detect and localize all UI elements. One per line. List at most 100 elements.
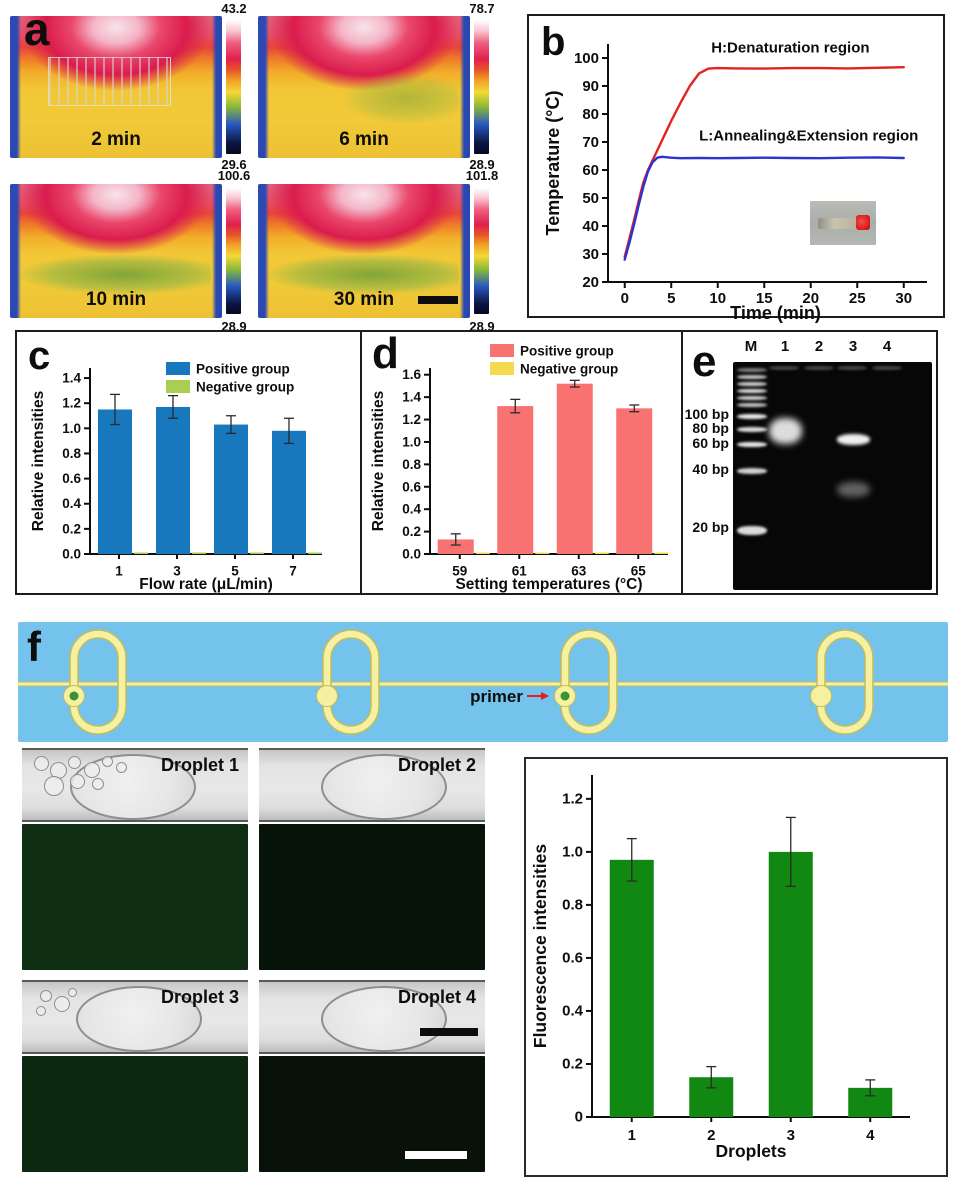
thermal-time-label: 6 min xyxy=(339,129,389,150)
droplet-outline xyxy=(321,754,447,820)
fluorescence-droplet-1 xyxy=(22,824,248,970)
air-bubble xyxy=(116,762,127,773)
svg-text:10: 10 xyxy=(709,290,726,307)
svg-text:100: 100 xyxy=(574,50,599,67)
panel-c-label: c xyxy=(28,334,51,378)
gel-band xyxy=(737,468,767,474)
svg-text:Relative intensities: Relative intensities xyxy=(30,391,47,531)
flow-rate-bar-chart: 0.0 0.2 0.4 0.6 0.8 1.0 1.2 1.4 1 3 5 7 Flow rate (μ… xyxy=(30,362,322,593)
thermal-image-30min: 30 min xyxy=(258,184,470,318)
svg-text:4: 4 xyxy=(866,1127,875,1144)
gel-lane-label: 1 xyxy=(780,338,790,355)
temperature-setting-bar-chart: 0.0 0.2 0.4 0.6 0.8 1.0 1.2 1.4 1.6 59 61 63 65Setti… xyxy=(370,344,669,593)
svg-text:primer: primer xyxy=(470,687,523,706)
microfluidic-diagram-background: primer xyxy=(18,622,948,742)
svg-text:63: 63 xyxy=(571,564,587,579)
svg-text:Positive group: Positive group xyxy=(196,362,290,377)
svg-text:30: 30 xyxy=(895,290,912,307)
scale-bar xyxy=(418,296,458,304)
svg-text:0.0: 0.0 xyxy=(402,547,421,562)
air-bubble xyxy=(68,756,81,769)
svg-text:5: 5 xyxy=(231,564,239,579)
panel-b-label: b xyxy=(541,20,566,64)
svg-text:1: 1 xyxy=(115,564,123,579)
thermal-colorbar xyxy=(474,188,489,314)
panel-f-label: f xyxy=(27,623,41,670)
air-bubble xyxy=(44,776,64,796)
colorbar-min: 28.9 xyxy=(469,157,495,172)
droplet-label: Droplet 1 xyxy=(160,755,239,775)
thermal-time-label: 10 min xyxy=(85,289,147,310)
gel-lane-label: 2 xyxy=(814,338,824,355)
brightfield-droplet-1: Droplet 1 xyxy=(22,748,248,822)
svg-text:0.8: 0.8 xyxy=(402,457,421,472)
svg-text:Droplets: Droplets xyxy=(716,1141,787,1161)
gel-band xyxy=(737,414,767,419)
svg-text:0: 0 xyxy=(575,1109,583,1126)
serpentine-channel-overlay xyxy=(48,57,171,107)
thermal-time-label: 2 min xyxy=(91,129,141,150)
gel-band xyxy=(737,403,767,407)
colorbar-max: 78.7 xyxy=(469,1,495,16)
fluorescence-droplet-3 xyxy=(22,1056,248,1172)
thermal-colorbar xyxy=(474,20,489,154)
air-bubble xyxy=(54,996,70,1012)
air-bubble xyxy=(70,774,85,789)
svg-text:80: 80 xyxy=(582,106,599,123)
gel-band xyxy=(737,382,767,386)
svg-text:1.2: 1.2 xyxy=(402,412,421,427)
chip-photo-inset xyxy=(810,201,876,245)
microfluidic-channel-diagram: primer xyxy=(18,629,948,735)
svg-text:1.0: 1.0 xyxy=(562,843,583,860)
gel-image xyxy=(733,362,932,590)
svg-text:Negative group: Negative group xyxy=(520,362,618,377)
svg-text:0: 0 xyxy=(621,290,629,307)
svg-text:20: 20 xyxy=(582,274,599,291)
svg-text:L:Annealing&Extension region: L:Annealing&Extension region xyxy=(699,128,918,145)
air-bubble xyxy=(40,990,52,1002)
bp-marker-label: 100 bp xyxy=(684,406,729,422)
svg-text:1.6: 1.6 xyxy=(402,367,421,382)
gel-lane-label: 4 xyxy=(882,338,892,355)
gel-band xyxy=(737,375,767,379)
gel-band xyxy=(737,368,767,372)
thermal-green-zone xyxy=(266,253,460,296)
air-bubble xyxy=(68,988,77,997)
bp-marker-label: 40 bp xyxy=(692,461,729,477)
air-bubble xyxy=(36,1006,46,1016)
brightfield-droplet-4: Droplet 4 xyxy=(259,980,485,1054)
thermal-colorbar xyxy=(226,188,241,314)
svg-text:2: 2 xyxy=(707,1127,715,1144)
thermal-image-10min: 10 min xyxy=(10,184,222,318)
svg-text:Fluorescence intensities: Fluorescence intensities xyxy=(530,844,550,1049)
svg-text:65: 65 xyxy=(631,564,647,579)
svg-text:0.8: 0.8 xyxy=(62,446,81,461)
svg-text:1.4: 1.4 xyxy=(62,371,81,386)
fluorescence-droplet-4 xyxy=(259,1056,485,1172)
bp-marker-label: 60 bp xyxy=(692,435,729,451)
svg-text:Time (min): Time (min) xyxy=(730,303,821,323)
svg-text:Flow rate (μL/min): Flow rate (μL/min) xyxy=(139,576,272,593)
panel-divider xyxy=(681,330,683,595)
svg-text:Setting temperatures (°C): Setting temperatures (°C) xyxy=(455,576,642,593)
chip-image xyxy=(818,218,858,229)
panel-e-label: e xyxy=(692,337,717,386)
svg-text:50: 50 xyxy=(582,190,599,207)
bp-marker-label: 80 bp xyxy=(692,420,729,436)
svg-text:1.2: 1.2 xyxy=(562,790,583,807)
gel-band xyxy=(872,366,902,370)
chip-red-fitting xyxy=(856,215,870,230)
svg-text:0.2: 0.2 xyxy=(562,1055,583,1072)
svg-text:0.6: 0.6 xyxy=(62,471,81,486)
svg-text:Temperature (°C): Temperature (°C) xyxy=(543,91,563,236)
panel-d-label: d xyxy=(372,329,399,378)
gel-band xyxy=(837,434,870,445)
scale-bar xyxy=(405,1151,467,1159)
svg-text:3: 3 xyxy=(787,1127,795,1144)
svg-text:40: 40 xyxy=(582,218,599,235)
svg-text:25: 25 xyxy=(849,290,866,307)
svg-text:0.0: 0.0 xyxy=(62,547,81,562)
panel-a-label: a xyxy=(24,3,50,55)
svg-text:1: 1 xyxy=(628,1127,636,1144)
svg-text:3: 3 xyxy=(173,564,181,579)
